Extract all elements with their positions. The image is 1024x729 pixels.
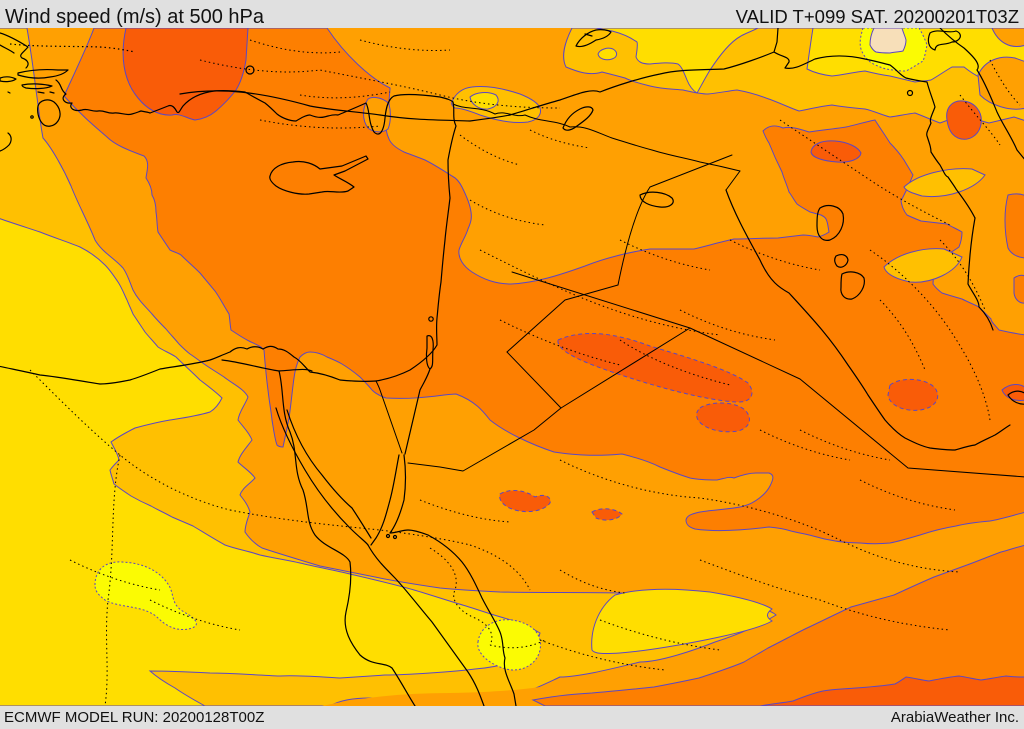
svg-text:VALID T+099 SAT. 20200201T03Z: VALID T+099 SAT. 20200201T03Z [736, 6, 1019, 27]
svg-text:ECMWF MODEL RUN: 20200128T00Z: ECMWF MODEL RUN: 20200128T00Z [4, 709, 264, 726]
svg-text:ArabiaWeather Inc.: ArabiaWeather Inc. [891, 709, 1019, 726]
svg-text:Wind speed (m/s) at 500 hPa: Wind speed (m/s) at 500 hPa [5, 6, 265, 28]
